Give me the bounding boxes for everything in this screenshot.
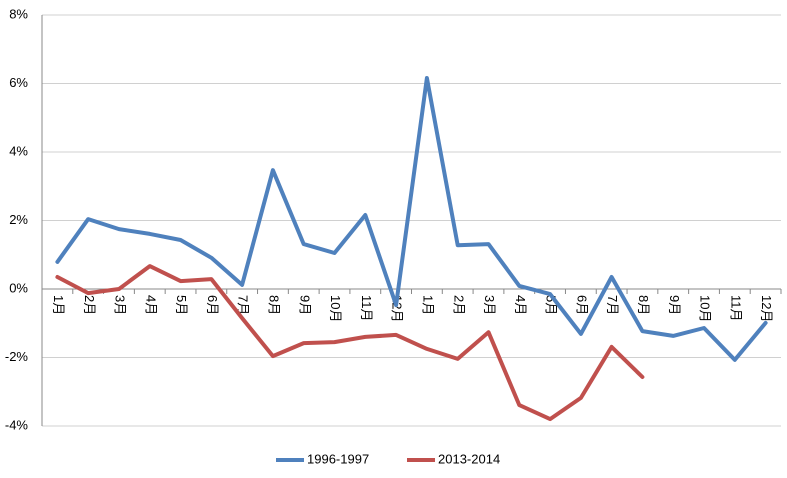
x-tick-label: 5月	[174, 295, 189, 315]
x-tick-label: 8月	[267, 295, 282, 315]
x-tick-label: 12月	[759, 295, 774, 322]
x-tick-label: 11月	[728, 295, 743, 322]
x-tick-label: 8月	[636, 295, 651, 315]
y-tick-label: 0%	[9, 280, 28, 295]
x-tick-label: 1月	[420, 295, 435, 315]
x-tick-label: 3月	[113, 295, 128, 315]
x-tick-label: 9月	[667, 295, 682, 315]
line-series	[55, 76, 768, 362]
x-tick-label: 1月	[51, 295, 66, 315]
y-tick-label: 4%	[9, 143, 28, 158]
y-tick-label: 2%	[9, 212, 28, 227]
line-series	[55, 264, 645, 422]
x-tick-label: 7月	[605, 295, 620, 315]
x-tick-label: 3月	[482, 295, 497, 315]
legend-label: 2013-2014	[438, 451, 500, 466]
legend-label: 1996-1997	[307, 451, 369, 466]
x-tick-label: 2月	[451, 295, 466, 315]
y-tick-label: -4%	[5, 417, 29, 432]
x-tick-label: 10月	[698, 295, 713, 322]
y-tick-label: 6%	[9, 75, 28, 90]
x-tick-label: 4月	[143, 295, 158, 315]
x-tick-label: 11月	[359, 295, 374, 322]
x-tick-label: 6月	[205, 295, 220, 315]
x-tick-label: 4月	[513, 295, 528, 315]
x-tick-label: 6月	[574, 295, 589, 315]
y-tick-label: 8%	[9, 6, 28, 21]
x-tick-label: 10月	[328, 295, 343, 322]
x-tick-label: 2月	[82, 295, 97, 315]
y-tick-label: -2%	[5, 349, 29, 364]
x-tick-label: 7月	[236, 295, 251, 315]
x-tick-label: 9月	[297, 295, 312, 315]
